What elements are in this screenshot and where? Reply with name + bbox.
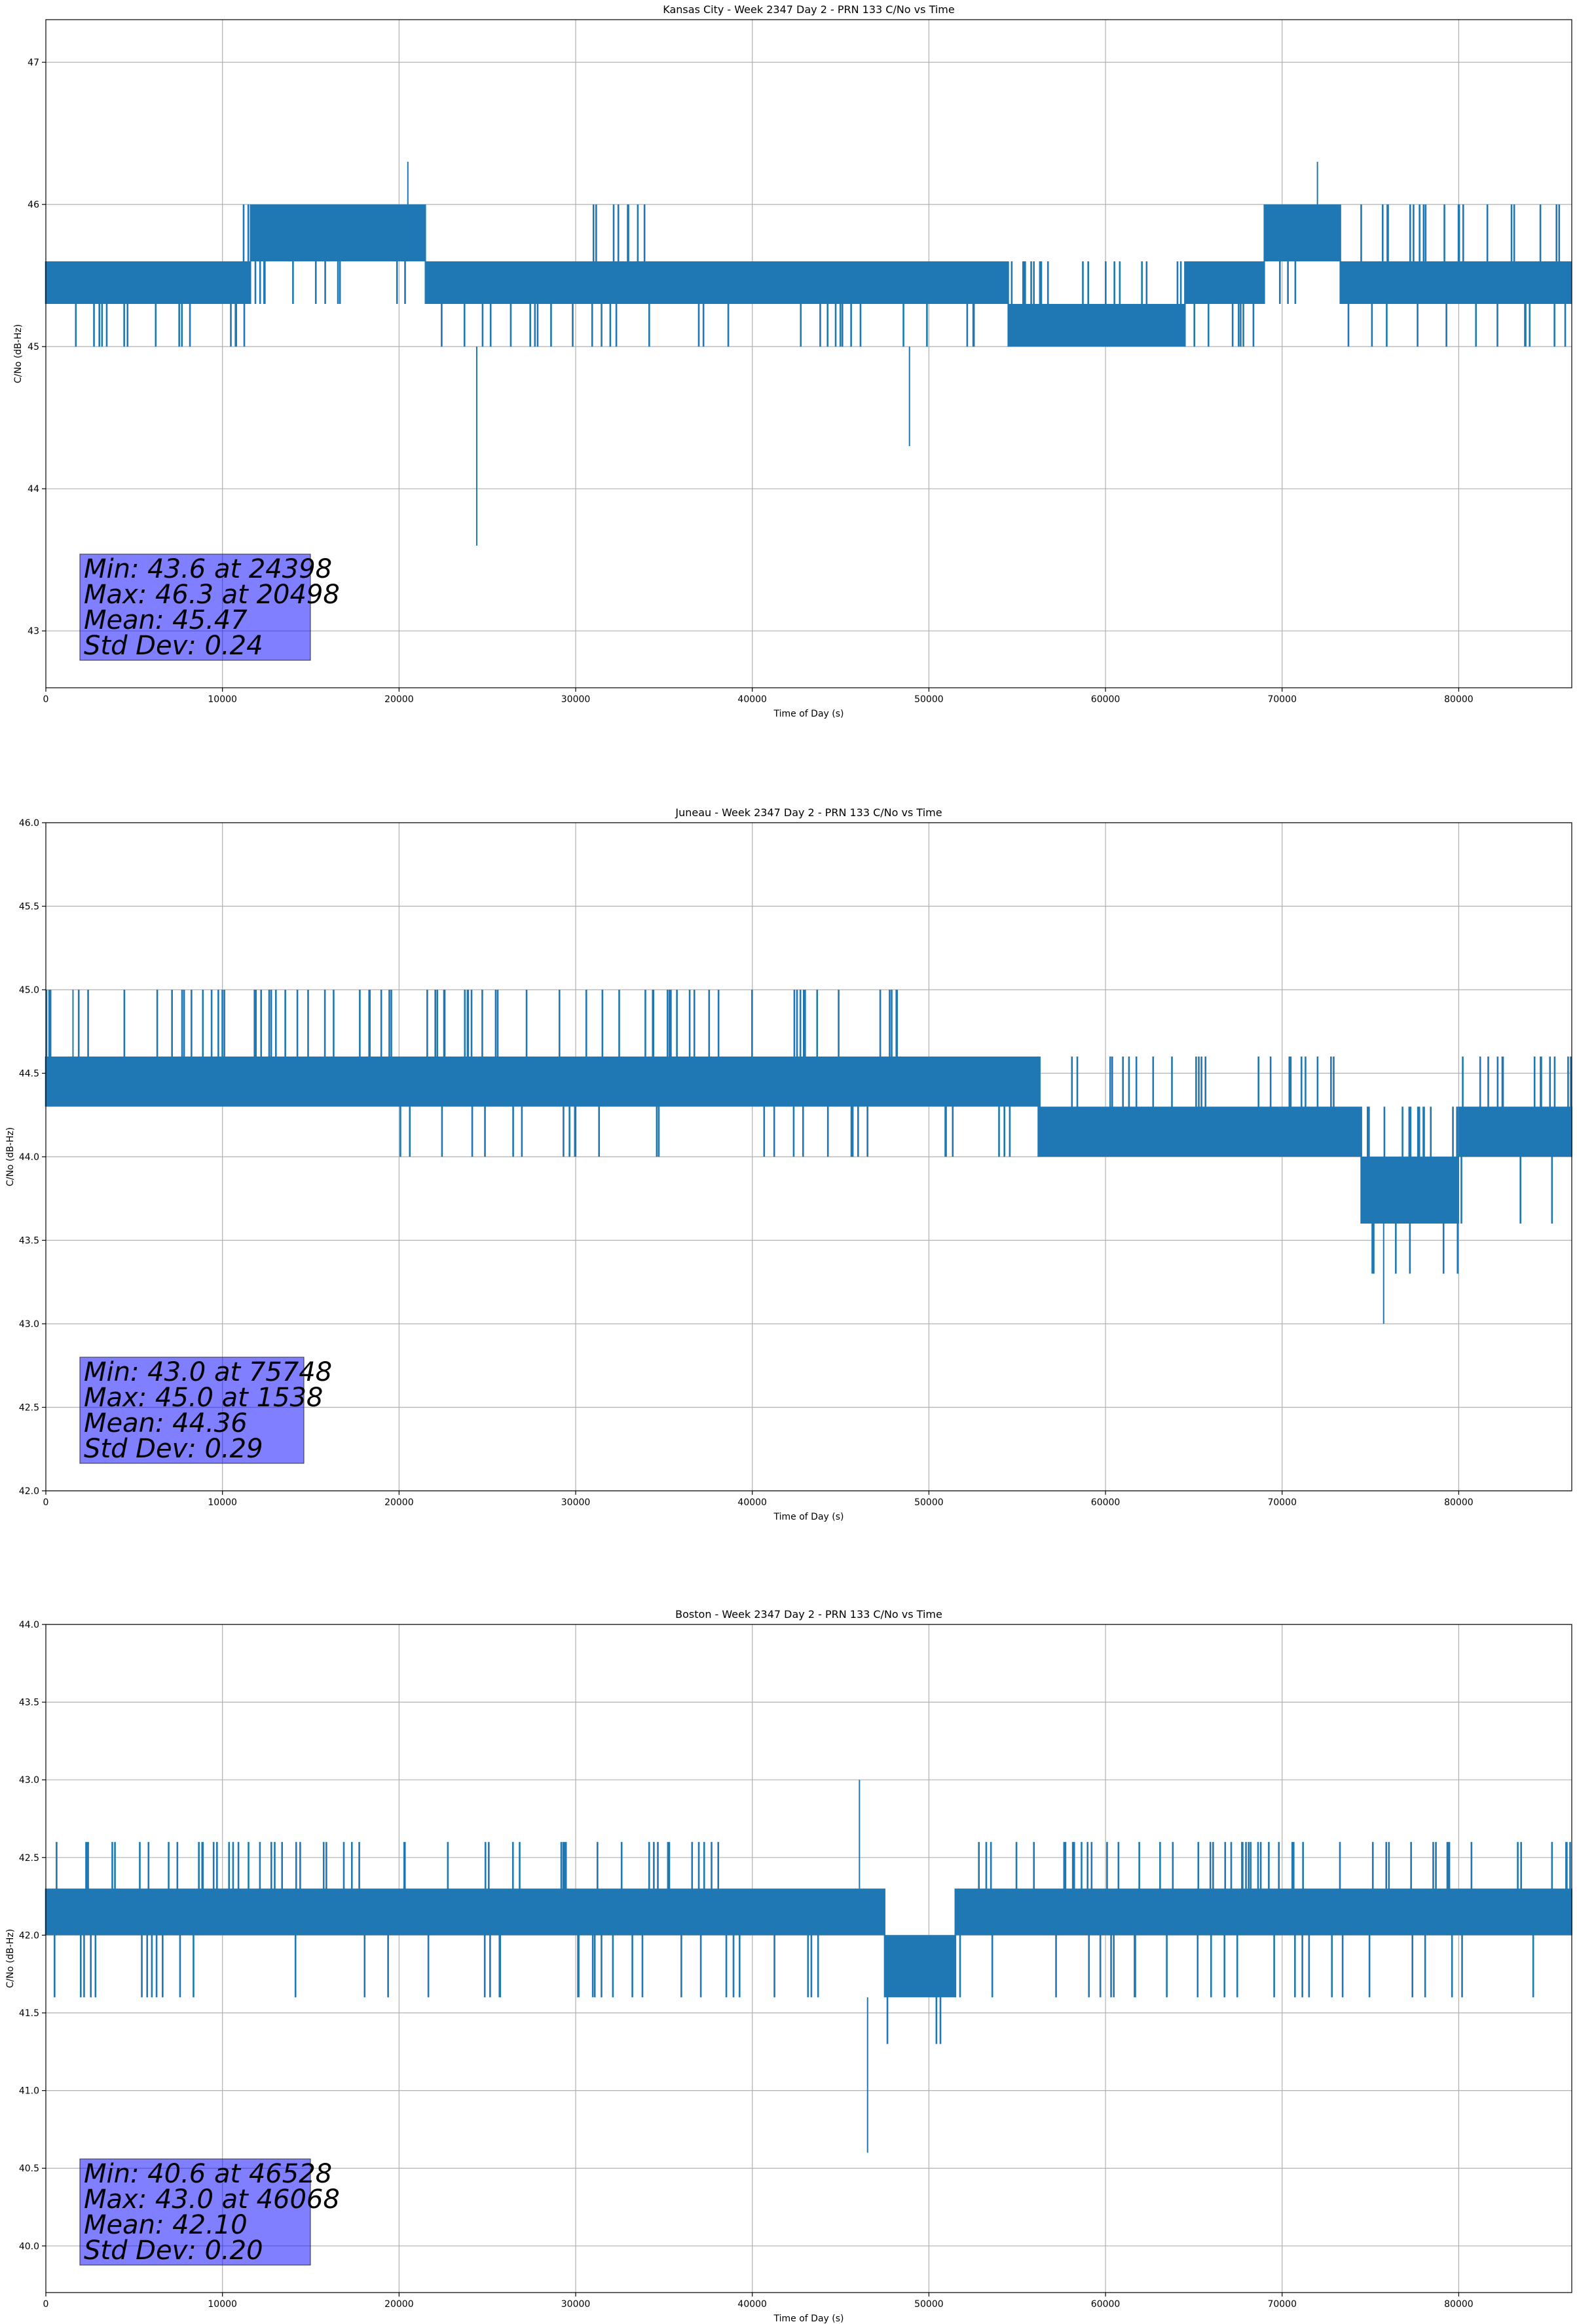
x-axis-label: Time of Day (s) bbox=[773, 1512, 844, 1522]
y-tick-label: 40.5 bbox=[19, 2164, 39, 2174]
y-tick-label: 44.0 bbox=[19, 1152, 39, 1163]
x-tick-label: 70000 bbox=[1267, 1497, 1297, 1508]
x-tick-label: 20000 bbox=[384, 2299, 414, 2310]
y-tick-label: 47 bbox=[28, 58, 39, 68]
y-tick-label: 44.5 bbox=[19, 1069, 39, 1079]
stat-max: Max: 46.3 at 20498 bbox=[84, 580, 340, 610]
x-tick-label: 80000 bbox=[1444, 2299, 1474, 2310]
x-tick-label: 0 bbox=[43, 1497, 49, 1508]
x-tick-label: 0 bbox=[43, 2299, 49, 2310]
series-line bbox=[45, 990, 1572, 1274]
x-tick-label: 30000 bbox=[561, 1497, 591, 1508]
stat-mean: Mean: 42.10 bbox=[84, 2210, 248, 2240]
x-tick-label: 60000 bbox=[1091, 2299, 1121, 2310]
chart-panel-2: 0 10000 20000 30000 40000 50000 60000 70000 8000… bbox=[5, 1608, 1572, 2324]
series-line bbox=[45, 204, 1572, 347]
chart-title: Boston - Week 2347 Day 2 - PRN 133 C/No … bbox=[675, 1608, 942, 1621]
y-tick-label: 46.0 bbox=[19, 818, 39, 829]
x-tick-label: 40000 bbox=[737, 2299, 767, 2310]
stat-std: Std Dev: 0.24 bbox=[84, 631, 263, 661]
chart-panel-1: 0 10000 20000 30000 40000 50000 60000 70000 8000… bbox=[5, 806, 1572, 1522]
x-tick-label: 70000 bbox=[1267, 694, 1297, 705]
x-tick-label: 50000 bbox=[914, 1497, 944, 1508]
x-tick-label: 20000 bbox=[384, 1497, 414, 1508]
series-line bbox=[45, 1842, 1572, 2044]
x-tick-label: 20000 bbox=[384, 694, 414, 705]
x-tick-label: 60000 bbox=[1091, 694, 1121, 705]
chart-title: Kansas City - Week 2347 Day 2 - PRN 133 … bbox=[663, 3, 954, 16]
y-tick-label: 41.0 bbox=[19, 2086, 39, 2097]
x-tick-label: 10000 bbox=[208, 694, 237, 705]
stat-mean: Mean: 44.36 bbox=[84, 1408, 248, 1438]
plot-frame bbox=[45, 1624, 1572, 2293]
x-tick-label: 70000 bbox=[1267, 2299, 1297, 2310]
y-tick-label: 42.0 bbox=[19, 1486, 39, 1497]
x-tick-label: 0 bbox=[43, 694, 49, 705]
y-tick-label: 42.0 bbox=[19, 1930, 39, 1941]
x-tick-label: 50000 bbox=[914, 2299, 944, 2310]
x-axis-label: Time of Day (s) bbox=[773, 709, 844, 719]
y-tick-label: 43.5 bbox=[19, 1698, 39, 1708]
y-tick-label: 46 bbox=[28, 200, 39, 210]
y-tick-label: 44 bbox=[28, 484, 39, 495]
x-tick-label: 80000 bbox=[1444, 1497, 1474, 1508]
y-tick-label: 43.5 bbox=[19, 1236, 39, 1246]
y-tick-label: 43.0 bbox=[19, 1775, 39, 1786]
y-tick-label: 45.5 bbox=[19, 902, 39, 912]
y-tick-label: 45 bbox=[28, 342, 39, 352]
y-tick-label: 40.0 bbox=[19, 2241, 39, 2252]
x-tick-label: 30000 bbox=[561, 2299, 591, 2310]
y-axis-label: C/No (dB-Hz) bbox=[5, 1929, 16, 1988]
x-axis-label: Time of Day (s) bbox=[773, 2314, 844, 2324]
x-tick-label: 10000 bbox=[208, 1497, 237, 1508]
x-tick-label: 80000 bbox=[1444, 694, 1474, 705]
y-tick-label: 42.5 bbox=[19, 1853, 39, 1864]
y-axis-label: C/No (dB-Hz) bbox=[5, 1127, 16, 1186]
x-tick-label: 30000 bbox=[561, 694, 591, 705]
stat-std: Std Dev: 0.20 bbox=[84, 2236, 263, 2266]
y-tick-label: 42.5 bbox=[19, 1403, 39, 1414]
stats-box-background bbox=[79, 2158, 311, 2266]
stat-std: Std Dev: 0.29 bbox=[84, 1434, 263, 1464]
stat-max: Max: 45.0 at 1538 bbox=[84, 1383, 323, 1413]
y-tick-label: 43 bbox=[28, 626, 39, 637]
stats-box-background bbox=[79, 553, 311, 661]
chart-panel-0: 0 10000 20000 30000 40000 50000 60000 70000 8000… bbox=[13, 3, 1572, 719]
stat-min: Min: 43.0 at 75748 bbox=[84, 1357, 332, 1387]
x-tick-label: 50000 bbox=[914, 694, 944, 705]
stat-mean: Mean: 45.47 bbox=[84, 605, 248, 635]
y-tick-label: 44.0 bbox=[19, 1620, 39, 1630]
stat-min: Min: 43.6 at 24398 bbox=[84, 554, 332, 584]
y-tick-label: 41.5 bbox=[19, 2008, 39, 2019]
chart-title: Juneau - Week 2347 Day 2 - PRN 133 C/No … bbox=[675, 806, 942, 819]
x-tick-label: 60000 bbox=[1091, 1497, 1121, 1508]
stat-min: Min: 40.6 at 46528 bbox=[84, 2159, 332, 2189]
y-tick-label: 45.0 bbox=[19, 985, 39, 996]
stats-box-background bbox=[79, 1357, 305, 1464]
y-tick-label: 43.0 bbox=[19, 1319, 39, 1330]
x-tick-label: 10000 bbox=[208, 2299, 237, 2310]
x-tick-label: 40000 bbox=[737, 694, 767, 705]
stat-max: Max: 43.0 at 46068 bbox=[84, 2184, 340, 2215]
x-tick-label: 40000 bbox=[737, 1497, 767, 1508]
plot-frame bbox=[45, 19, 1572, 688]
y-axis-label: C/No (dB-Hz) bbox=[13, 324, 24, 383]
